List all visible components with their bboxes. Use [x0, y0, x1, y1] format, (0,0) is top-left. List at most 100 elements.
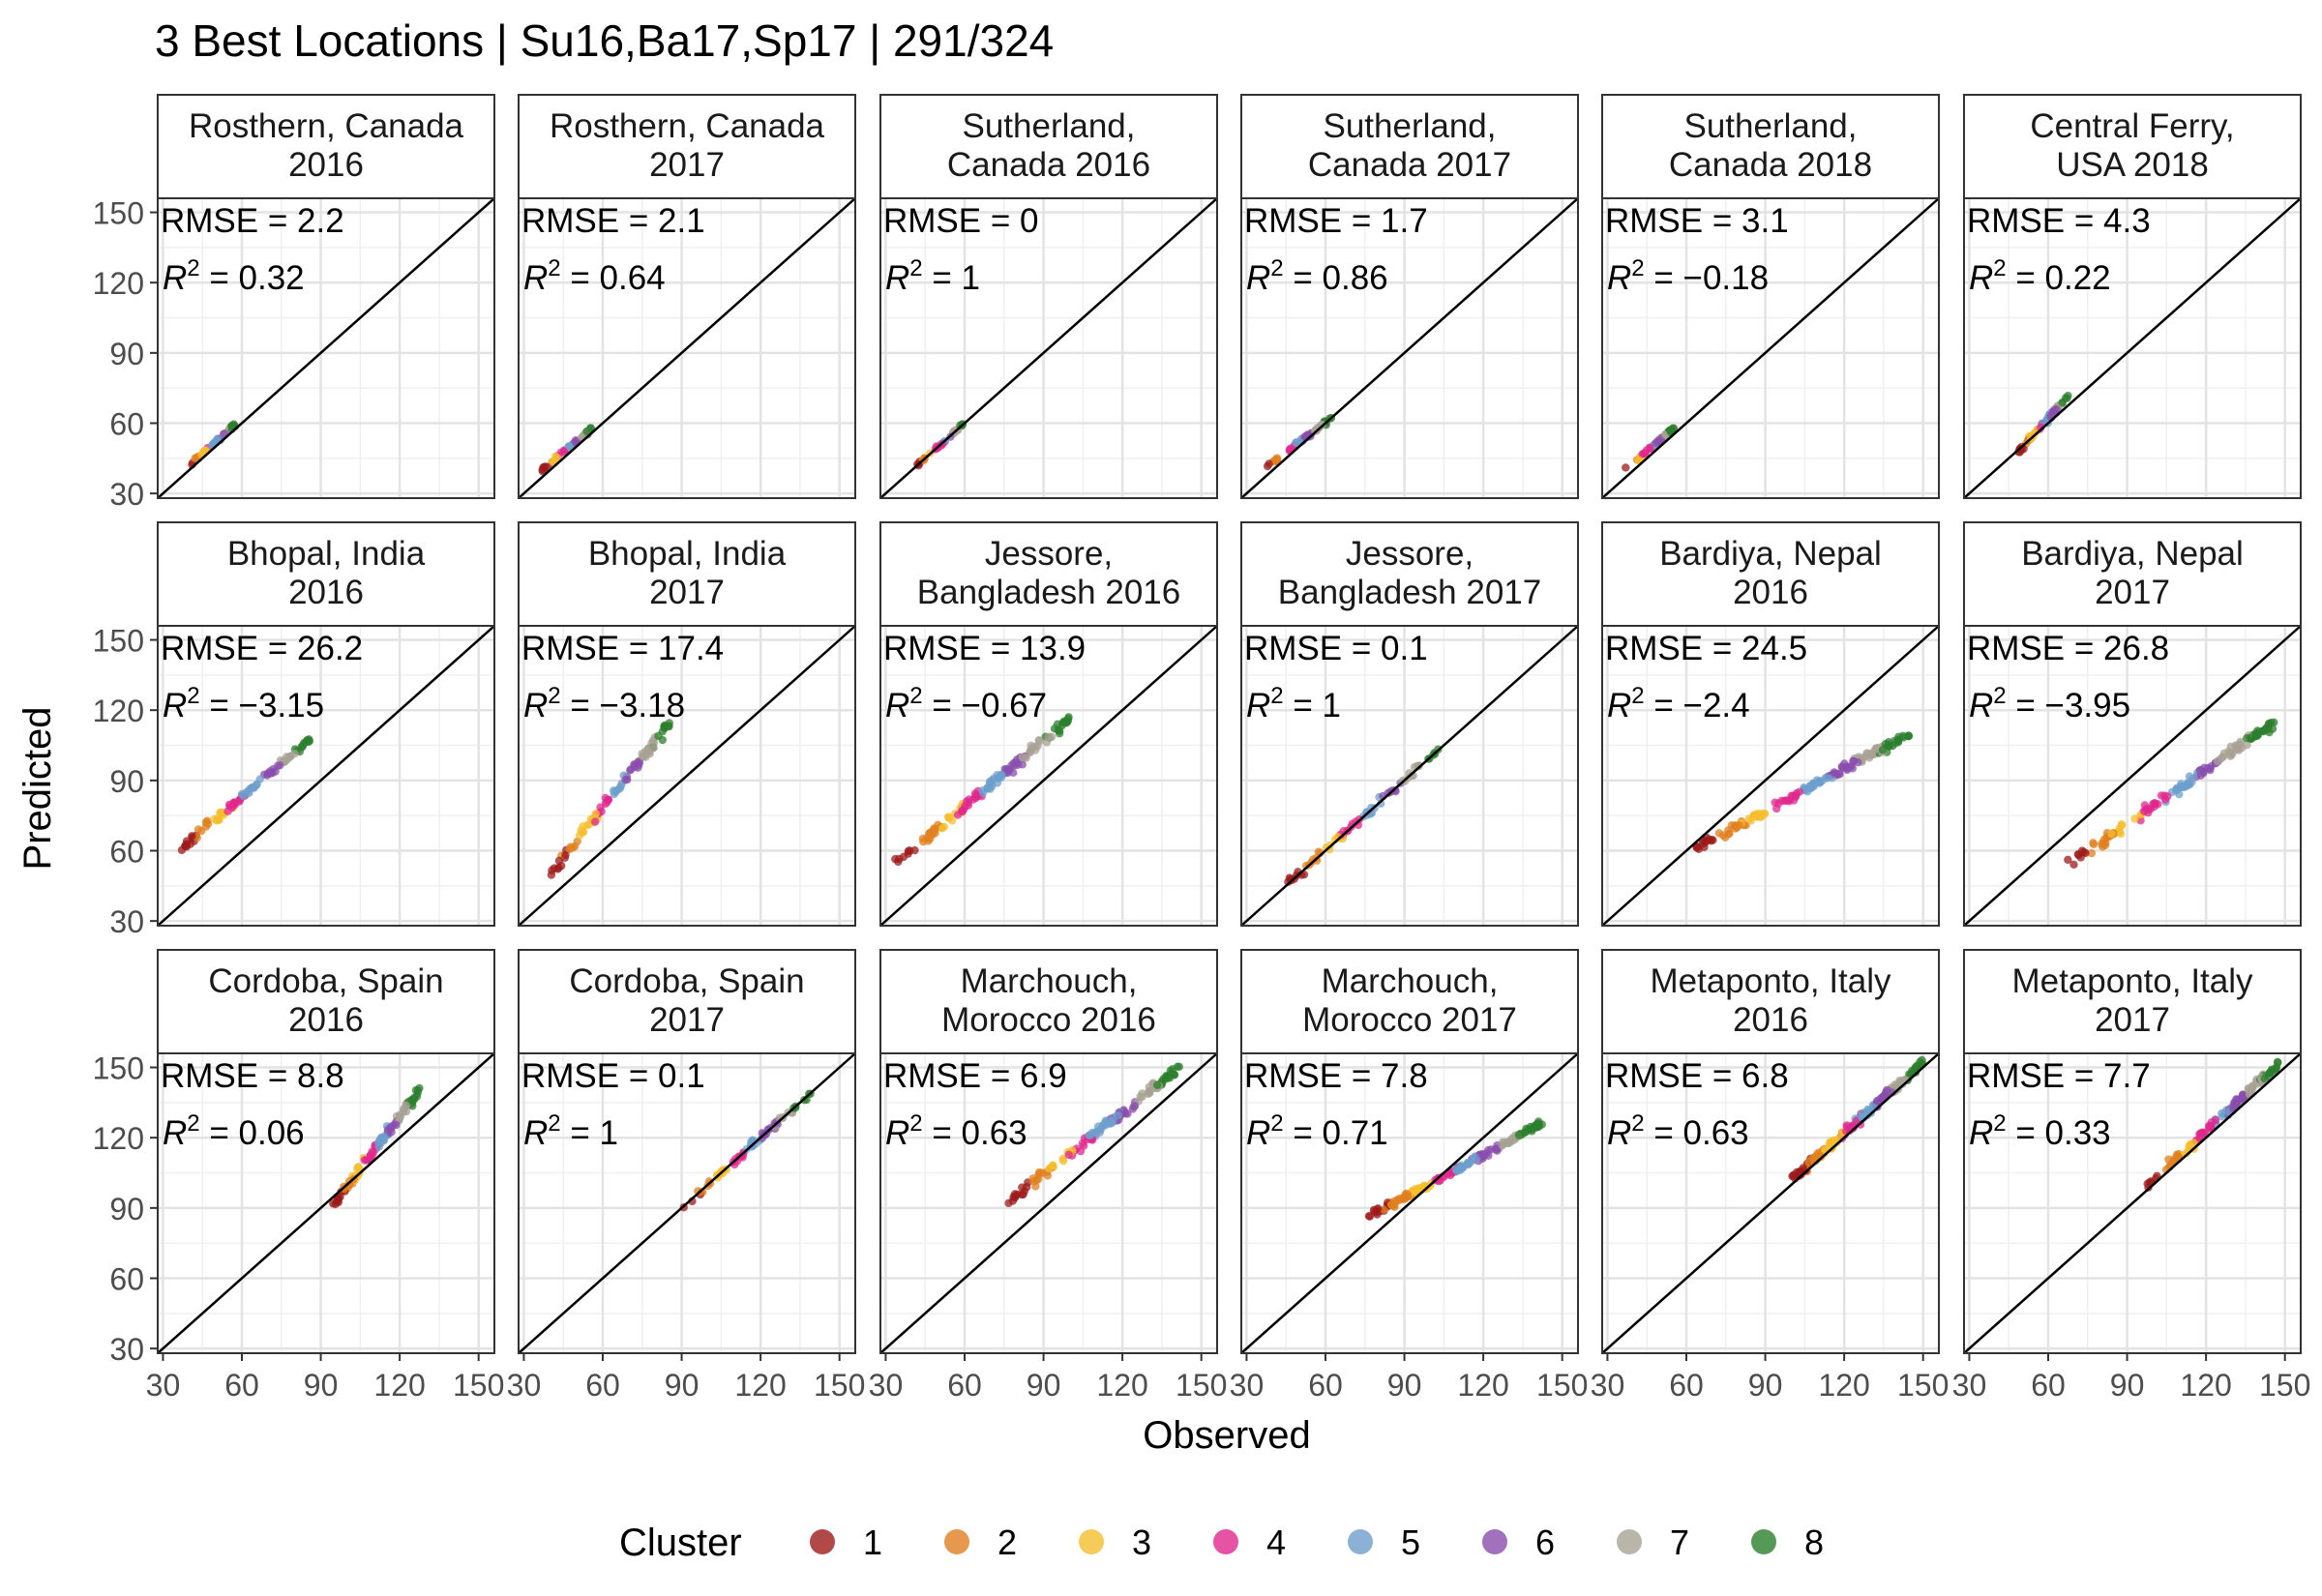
facet-title-line: Bhopal, India — [227, 535, 426, 573]
data-point — [630, 762, 640, 772]
data-point — [1514, 1131, 1524, 1139]
facet-strip — [1240, 94, 1579, 199]
panel-border — [518, 625, 856, 927]
y-axis-label: Predicted — [16, 707, 59, 871]
x-tick-label: 90 — [1387, 1368, 1422, 1403]
x-tick-label: 60 — [224, 1368, 259, 1403]
r2-annotation: R2 = 0.86 — [1246, 255, 1388, 297]
data-point — [939, 822, 949, 832]
y-tick-label: 30 — [109, 477, 144, 512]
data-point — [997, 773, 1006, 782]
data-point — [1878, 1092, 1888, 1102]
identity-line — [157, 625, 495, 927]
facet-strip — [879, 94, 1218, 199]
rmse-annotation: RMSE = 2.2 — [161, 202, 344, 240]
r2-annotation: R2 = 0.33 — [1969, 1110, 2111, 1152]
identity-line — [879, 1052, 1218, 1354]
rmse-annotation: RMSE = 0.1 — [521, 1057, 705, 1095]
facet-title-line: 2017 — [2095, 574, 2170, 611]
data-point — [1622, 463, 1630, 472]
x-tick-label: 90 — [1027, 1368, 1061, 1403]
rmse-annotation: RMSE = 7.8 — [1244, 1057, 1428, 1095]
x-tick-label: 150 — [453, 1368, 504, 1403]
r2-annotation: R2 = 0.63 — [885, 1110, 1027, 1152]
data-point — [641, 753, 650, 761]
data-point — [1464, 1159, 1474, 1168]
r2-annotation: R2 = 0.64 — [523, 255, 666, 297]
data-point — [1004, 1198, 1013, 1208]
data-point — [904, 846, 913, 856]
data-point — [215, 815, 223, 824]
data-point — [2173, 1151, 2183, 1160]
data-point — [1086, 1131, 1095, 1139]
data-point — [1533, 1120, 1541, 1129]
data-point — [551, 452, 560, 460]
data-point — [1873, 1096, 1882, 1106]
data-point — [1022, 754, 1030, 762]
identity-line — [1963, 1052, 2302, 1354]
data-point — [1835, 770, 1844, 779]
data-point — [2178, 783, 2188, 791]
data-point — [1173, 1062, 1182, 1072]
y-tick-label: 90 — [109, 1192, 144, 1227]
r2-annotation: R2 = −0.18 — [1607, 255, 1769, 297]
data-point — [1818, 777, 1827, 785]
data-point — [591, 817, 600, 826]
facet-title-line: Jessore, — [985, 535, 1113, 573]
chart-title: 3 Best Locations | Su16,Ba17,Sp17 | 291/… — [155, 15, 1054, 66]
rmse-annotation: RMSE = 0 — [883, 202, 1038, 240]
facet-title-line: Bardiya, Nepal — [2021, 535, 2244, 573]
data-point — [1754, 812, 1764, 821]
facet-title-line: 2017 — [649, 146, 725, 184]
facet-strip — [1601, 94, 1940, 199]
data-point — [2037, 423, 2045, 432]
rmse-annotation: RMSE = 13.9 — [883, 630, 1086, 667]
data-point — [1027, 741, 1035, 751]
data-point — [1486, 1145, 1496, 1154]
panel-border — [518, 197, 856, 499]
data-point — [1645, 443, 1654, 452]
data-point — [583, 820, 592, 830]
y-tick-label: 90 — [109, 337, 144, 371]
data-point — [1045, 1165, 1054, 1173]
data-point — [2185, 781, 2194, 789]
data-point — [932, 442, 941, 451]
y-tick-label: 150 — [93, 624, 144, 659]
facet-title-line: Bangladesh 2016 — [917, 574, 1180, 611]
data-point — [1804, 1157, 1814, 1166]
data-point — [559, 448, 569, 457]
data-point — [1027, 747, 1035, 756]
data-point — [336, 1193, 344, 1201]
facet-title-line: 2016 — [1733, 1001, 1808, 1039]
data-point — [203, 819, 213, 828]
facet-strip — [518, 94, 856, 199]
legend-label: 3 — [1132, 1522, 1151, 1562]
r2-annotation: R2 = −3.95 — [1969, 683, 2130, 724]
panel-border — [1240, 197, 1579, 499]
identity-line — [879, 197, 1218, 499]
data-point — [267, 769, 277, 778]
facet-title-line: Rosthern, Canada — [550, 107, 825, 145]
data-point — [895, 854, 904, 864]
data-point — [1746, 816, 1756, 825]
identity-line — [1240, 197, 1579, 499]
data-point — [1058, 1157, 1068, 1166]
data-point — [1788, 1171, 1797, 1181]
facet-title-line: Metaponto, Italy — [1650, 962, 1891, 1000]
r2-annotation: R2 = 1 — [523, 1110, 618, 1152]
data-point — [2206, 1122, 2216, 1131]
data-point — [1064, 1150, 1073, 1160]
r2-annotation: R2 = −0.67 — [885, 683, 1047, 724]
r2-annotation: R2 = 0.63 — [1607, 1110, 1749, 1152]
data-point — [2140, 807, 2149, 815]
data-point — [561, 850, 570, 860]
data-point — [610, 789, 618, 799]
y-tick-label: 120 — [93, 694, 144, 728]
facet-title-line: Canada 2018 — [1669, 146, 1872, 184]
data-point — [658, 727, 667, 736]
facet-title-line: 2017 — [649, 1001, 725, 1039]
facet-strip — [157, 94, 495, 199]
